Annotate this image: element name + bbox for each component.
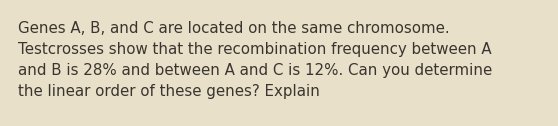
Text: Genes A, B, and C are located on the same chromosome.
Testcrosses show that the : Genes A, B, and C are located on the sam… <box>18 21 492 99</box>
